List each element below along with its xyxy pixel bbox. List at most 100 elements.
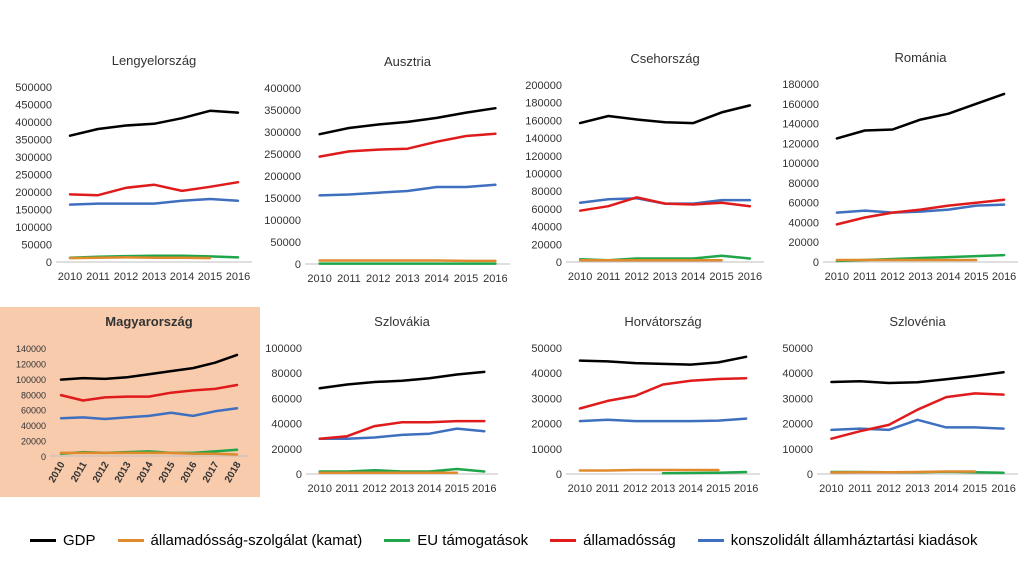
legend-label-debt-service: államadósság-szolgálat (kamat) [150, 531, 363, 549]
series-line-konszolidalt-allamhaztartasi-kiadasok [59, 406, 239, 421]
chart-title: Szlovákia [374, 314, 430, 329]
series-line-konszolidalt-allamhaztartasi-kiadasok [830, 418, 1005, 432]
x-tick-label: 2012 [362, 483, 386, 495]
y-tick-label: 400000 [15, 117, 52, 129]
x-tick-label: 2013 [653, 271, 677, 283]
x-tick-label: 2016 [472, 483, 496, 495]
x-tick-label: 2012 [624, 271, 648, 283]
y-tick-label: 400000 [264, 83, 301, 95]
y-tick-label: 60000 [271, 393, 302, 405]
y-tick-label: 60000 [21, 406, 46, 416]
series-line-konszolidalt-allamhaztartasi-kiadasok [578, 417, 748, 423]
series-line-allamadossag [318, 132, 497, 158]
y-tick-label: 20000 [782, 419, 813, 431]
y-tick-label: 300000 [15, 152, 52, 164]
series-line-allamadossag [835, 198, 1006, 226]
chart-szlovenia: Szlovénia 0 10000 20000 30000 40000 50000 2010 2… [782, 314, 1018, 495]
series-line-allamadossag [830, 392, 1005, 440]
y-tick-label: 0 [556, 257, 562, 269]
legend-item-gdp: GDP [30, 532, 96, 549]
x-tick-label: 2012 [877, 483, 901, 495]
y-tick-label: 40000 [531, 368, 562, 380]
chart-title: Románia [894, 50, 947, 65]
y-tick-label: 100000 [16, 375, 46, 385]
series-line-allamadossag [578, 196, 752, 212]
y-tick-label: 80000 [531, 186, 562, 198]
y-tick-label: 180000 [525, 98, 562, 110]
x-tick-label: 2015 [709, 271, 733, 283]
y-tick-label: 20000 [531, 419, 562, 431]
y-tick-label: 140000 [16, 344, 46, 354]
series-line-eu-tamogatasok [318, 467, 486, 473]
x-tick-label: 2010 [568, 483, 592, 495]
x-tick-label: 2010 [307, 273, 331, 285]
y-tick-label: 0 [295, 259, 301, 271]
y-tick-label: 40000 [531, 222, 562, 234]
y-tick-label: 300000 [264, 127, 301, 139]
y-tick-label: 10000 [531, 444, 562, 456]
series-line-allamadossag-szolgalat-kamat [59, 451, 239, 456]
y-tick-label: 200000 [525, 80, 562, 92]
y-tick-label: 0 [813, 257, 819, 269]
chart-magyarorszag: Magyarország 0 20000 40000 60000 80000 100000 1… [0, 307, 260, 497]
x-tick-label: 2011 [597, 271, 621, 283]
x-tick-label: 2011 [596, 483, 620, 495]
series-line-gdp [578, 104, 752, 125]
chart-szlovakia: Szlovákia 0 20000 40000 60000 80000 100000 2010… [265, 314, 498, 495]
x-tick-label: 2012 [114, 271, 138, 283]
y-tick-label: 10000 [782, 444, 813, 456]
y-tick-label: 50000 [21, 240, 52, 252]
y-tick-label: 20000 [21, 437, 46, 447]
series-line-gdp [59, 353, 239, 381]
y-tick-label: 0 [46, 257, 52, 269]
chart-title: Horvátország [624, 314, 701, 329]
x-tick-label: 2010 [568, 271, 592, 283]
y-tick-label: 80000 [271, 368, 302, 380]
series-line-gdp [830, 370, 1005, 385]
y-tick-label: 0 [556, 469, 562, 481]
legend-swatch-gdp [30, 538, 56, 542]
series-line-gdp [318, 106, 497, 136]
y-tick-label: 40000 [21, 421, 46, 431]
y-tick-label: 160000 [525, 115, 562, 127]
legend-swatch-debt-service [117, 538, 144, 542]
y-tick-label: 50000 [782, 343, 813, 355]
y-tick-label: 250000 [15, 170, 52, 182]
y-tick-label: 0 [41, 452, 46, 462]
x-tick-label: 2012 [880, 271, 904, 283]
legend-swatch-public-debt [550, 538, 577, 542]
y-tick-label: 40000 [271, 419, 302, 431]
x-tick-label: 2015 [445, 483, 469, 495]
x-tick-label: 2013 [651, 483, 675, 495]
chart-title: Szlovénia [889, 314, 946, 329]
y-tick-label: 100000 [782, 158, 819, 170]
y-tick-label: 20000 [271, 444, 302, 456]
chart-ausztria: Ausztria 0 50000 100000 150000 200000 250000 30… [264, 54, 510, 285]
series-line-allamadossag-szolgalat-kamat [830, 470, 977, 474]
y-tick-label: 140000 [525, 133, 562, 145]
x-tick-label: 2015 [964, 271, 988, 283]
series-line-allamadossag [578, 376, 748, 410]
series-line-allamadossag-szolgalat-kamat [578, 468, 720, 472]
series-line-allamadossag [68, 180, 240, 197]
y-tick-label: 0 [296, 469, 302, 481]
x-tick-label: 2010 [819, 483, 843, 495]
y-tick-label: 180000 [782, 79, 819, 91]
x-tick-label: 2015 [706, 483, 730, 495]
x-tick-label: 2011 [335, 483, 359, 495]
y-tick-label: 0 [807, 469, 813, 481]
y-tick-label: 150000 [15, 205, 52, 217]
series-line-konszolidalt-allamhaztartasi-kiadasok [318, 183, 497, 197]
y-tick-label: 40000 [788, 217, 819, 229]
y-tick-label: 60000 [531, 204, 562, 216]
series-line-gdp [68, 109, 240, 137]
y-tick-label: 100000 [525, 169, 562, 181]
y-tick-label: 100000 [15, 222, 52, 234]
y-tick-label: 250000 [264, 149, 301, 161]
y-tick-label: 200000 [264, 171, 301, 183]
x-tick-label: 2013 [142, 271, 166, 283]
x-tick-label: 2010 [58, 271, 82, 283]
y-tick-label: 30000 [531, 393, 562, 405]
x-tick-label: 2016 [226, 271, 250, 283]
y-tick-label: 150000 [264, 193, 301, 205]
